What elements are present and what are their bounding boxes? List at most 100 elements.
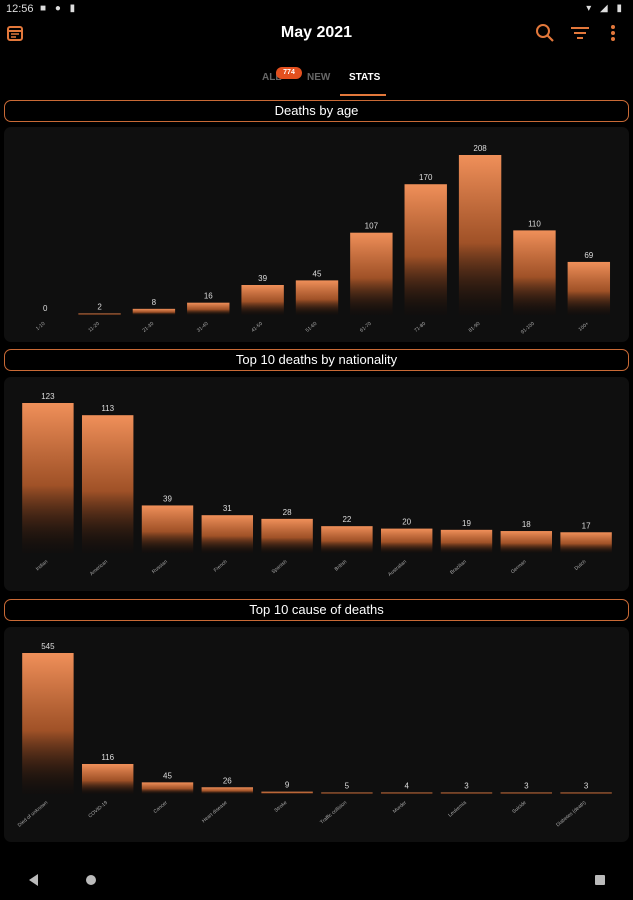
bar-8: [458, 155, 502, 315]
bar-value-label: 545: [41, 642, 55, 651]
filter-icon[interactable]: [567, 20, 593, 46]
bar-value-label: 208: [473, 144, 487, 153]
x-tick-label: Leukemia: [447, 800, 468, 819]
bar-0: [22, 403, 74, 553]
bar-10: [567, 261, 611, 315]
bar-value-label: 110: [528, 219, 541, 228]
chart-panel-cause: 545 Died of unknown 116 COVID-19 45 Cancer 26 H…: [4, 627, 629, 842]
bar-value-label: 17: [582, 521, 591, 530]
section-deaths-by-age: Deaths by age: [4, 100, 629, 122]
x-tick-label: 1-10: [35, 321, 47, 332]
x-tick-label: Spanish: [271, 559, 289, 575]
x-tick-label: 21-30: [142, 321, 156, 334]
bar-1: [81, 763, 134, 794]
x-tick-label: 11-20: [87, 321, 101, 334]
age-bar-chart: 0 1-10 2 11-20 8 21-30 16 31-40 39 41-50 45 51-60 10…: [35, 144, 611, 336]
bar-value-label: 8: [152, 298, 157, 307]
bar-value-label: 3: [584, 782, 589, 791]
bar-0: [22, 653, 74, 794]
bar-6: [380, 792, 433, 794]
bar-2: [141, 505, 194, 553]
x-tick-label: Stroke: [273, 800, 288, 814]
x-tick-label: 41-50: [250, 321, 264, 334]
chart-panel-age: 0 1-10 2 11-20 8 21-30 16 31-40 39 41-50 45 51-60 10…: [4, 127, 629, 342]
bar-value-label: 45: [313, 269, 322, 278]
home-icon[interactable]: [84, 873, 98, 892]
bar-value-label: 9: [285, 781, 290, 790]
bar-value-label: 39: [258, 274, 267, 283]
bar-value-label: 20: [402, 518, 411, 527]
bar-3: [187, 302, 230, 315]
bar-value-label: 123: [41, 392, 55, 401]
x-tick-label: Russian: [151, 559, 169, 575]
bar-value-label: 69: [584, 251, 593, 260]
bar-value-label: 113: [101, 404, 114, 413]
bar-value-label: 22: [342, 515, 351, 524]
bar-value-label: 107: [365, 222, 379, 231]
bar-value-label: 39: [163, 494, 172, 503]
bar-value-label: 31: [223, 504, 232, 513]
bar-value-label: 4: [404, 782, 409, 791]
bar-value-label: 16: [204, 292, 213, 301]
x-tick-label: Murder: [392, 800, 408, 815]
x-tick-label: Died of unknown: [17, 800, 50, 829]
bar-value-label: 5: [345, 782, 350, 791]
active-tab-indicator: [340, 94, 386, 96]
bar-3: [201, 515, 254, 553]
x-tick-label: Traffic collision: [319, 800, 348, 826]
x-tick-label: Dutch: [574, 559, 588, 572]
search-icon[interactable]: [532, 20, 558, 46]
x-tick-label: Indian: [35, 559, 49, 572]
recents-icon[interactable]: [593, 873, 607, 892]
x-tick-label: British: [334, 559, 349, 573]
x-tick-label: German: [510, 559, 528, 575]
bar-7: [440, 792, 493, 794]
bar-value-label: 18: [522, 520, 531, 529]
x-tick-label: 81-90: [468, 321, 482, 334]
bar-value-label: 26: [223, 776, 232, 785]
bar-value-label: 116: [101, 753, 114, 762]
tab-all[interactable]: ALL: [262, 72, 282, 83]
x-tick-label: French: [213, 559, 229, 574]
bar-7: [404, 184, 447, 315]
bar-3: [201, 787, 254, 794]
x-tick-label: Heart disease: [201, 800, 229, 825]
x-tick-label: COVID-19: [87, 800, 109, 820]
x-tick-label: Australian: [387, 559, 408, 578]
section-cause-of-deaths: Top 10 cause of deaths: [4, 599, 629, 621]
x-tick-label: Cancer: [153, 800, 169, 815]
bar-6: [350, 232, 393, 315]
bar-value-label: 2: [97, 302, 102, 311]
x-tick-label: 51-60: [305, 321, 319, 334]
bar-1: [78, 313, 121, 315]
bar-6: [380, 528, 433, 553]
status-bar: 12:56 ■ ● ▮ ▾ ◢ ▮: [0, 0, 633, 18]
calendar-icon[interactable]: [2, 20, 28, 46]
app-bar: May 2021: [0, 18, 633, 48]
section-deaths-by-nationality: Top 10 deaths by nationality: [4, 349, 629, 371]
x-tick-label: American: [89, 559, 109, 577]
tab-stats[interactable]: STATS: [349, 72, 381, 83]
x-tick-label: 31-40: [196, 321, 210, 334]
bar-8: [500, 792, 553, 794]
x-tick-label: 91-100: [520, 321, 536, 336]
back-icon[interactable]: [28, 873, 40, 892]
bar-4: [261, 518, 313, 553]
bar-4: [241, 285, 284, 315]
x-tick-label: 100+: [578, 321, 591, 333]
nationality-bar-chart: 123 Indian 113 American 39 Russian 31 French 28 S…: [22, 392, 612, 578]
bar-value-label: 170: [419, 173, 433, 182]
notification-icons: ■ ● ▮: [40, 3, 79, 14]
bar-value-label: 3: [524, 782, 529, 791]
bar-value-label: 3: [464, 782, 469, 791]
bar-9: [560, 532, 612, 553]
bar-value-label: 45: [163, 771, 172, 780]
tab-new[interactable]: NEW: [307, 72, 331, 83]
bar-9: [513, 230, 556, 315]
bar-7: [440, 529, 493, 553]
more-vert-icon[interactable]: [600, 20, 626, 46]
bar-value-label: 19: [462, 519, 471, 528]
chart-panel-nationality: 123 Indian 113 American 39 Russian 31 French 28 S…: [4, 377, 629, 591]
bar-5: [295, 280, 339, 315]
bar-value-label: 0: [43, 304, 48, 313]
